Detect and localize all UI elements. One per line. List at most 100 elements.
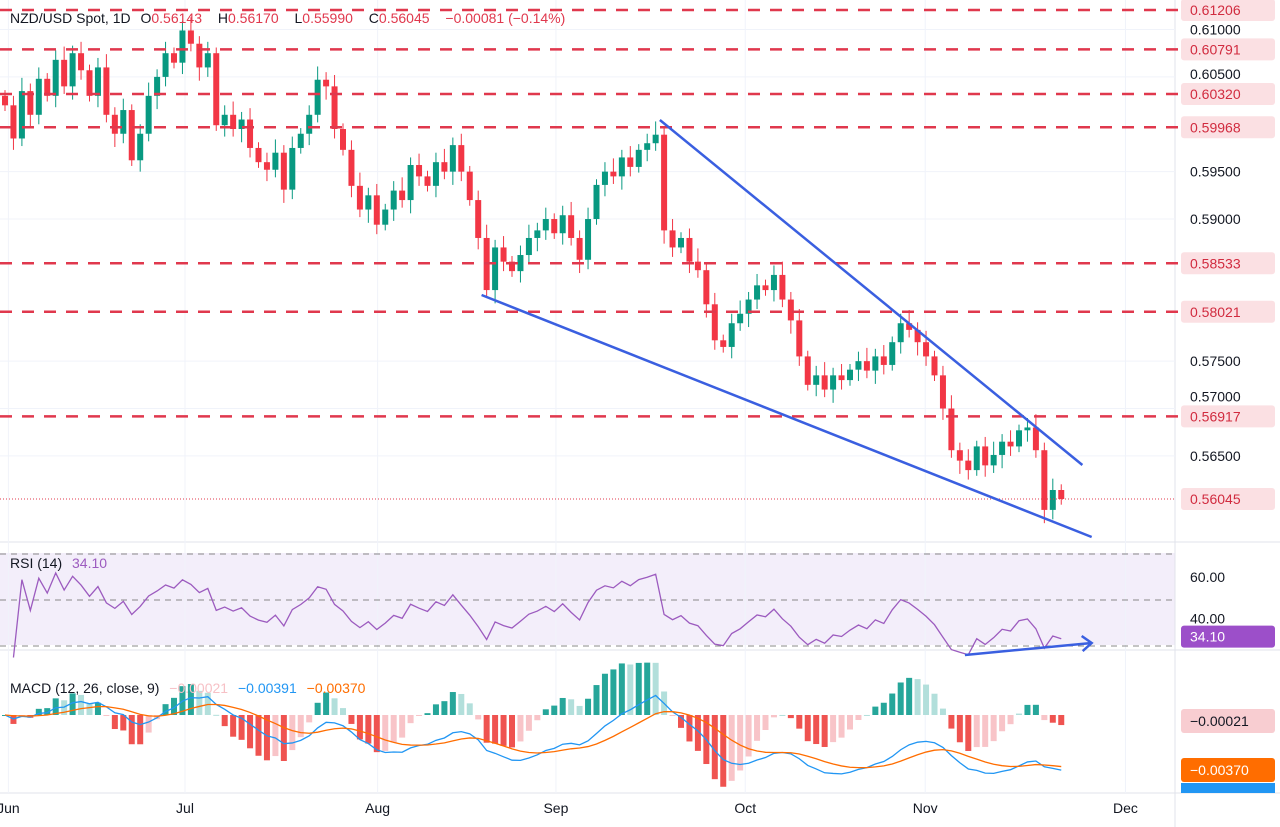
macd-histogram-bar bbox=[982, 715, 989, 747]
candle-body bbox=[618, 157, 625, 177]
macd-histogram-bar bbox=[263, 715, 270, 761]
candle-body bbox=[711, 304, 718, 341]
level-label: 0.61206 bbox=[1190, 2, 1241, 18]
candle-body bbox=[449, 145, 456, 172]
candle-body bbox=[601, 171, 608, 185]
candle-body bbox=[821, 375, 828, 390]
rsi-value-label: 34.10 bbox=[1190, 629, 1225, 645]
candle-body bbox=[432, 162, 439, 186]
macd-histogram-bar bbox=[187, 684, 194, 715]
level-label-bg bbox=[1181, 300, 1275, 323]
macd-histogram-bar bbox=[678, 715, 684, 728]
candle-body bbox=[128, 110, 135, 161]
macd-histogram-bar bbox=[171, 697, 177, 715]
level-label: 0.60791 bbox=[1190, 41, 1241, 57]
level-label: 0.60320 bbox=[1190, 86, 1241, 102]
candle-body bbox=[652, 134, 659, 144]
candle-body bbox=[171, 53, 177, 63]
candle-body bbox=[1058, 490, 1065, 500]
macd-hist-badge bbox=[1181, 709, 1275, 733]
trendline bbox=[659, 119, 1084, 466]
macd-histogram-bar bbox=[373, 715, 380, 753]
macd-histogram-bar bbox=[221, 715, 228, 727]
macd-histogram-bar bbox=[94, 702, 101, 715]
rsi-band bbox=[0, 553, 1175, 645]
candle-body bbox=[737, 313, 744, 324]
change-value: −0.00081 (−0.14%) bbox=[445, 10, 566, 26]
candle-body bbox=[331, 86, 338, 130]
macd-histogram-bar bbox=[686, 715, 693, 742]
candle-body bbox=[534, 230, 541, 238]
macd-histogram-bar bbox=[939, 708, 946, 715]
x-tick-label: Aug bbox=[365, 800, 390, 816]
low-label: L bbox=[294, 10, 303, 26]
candle-body bbox=[492, 247, 499, 291]
macd-histogram-bar bbox=[914, 679, 921, 715]
macd-histogram-bar bbox=[238, 715, 245, 740]
candle-body bbox=[525, 237, 532, 256]
candle-body bbox=[1049, 490, 1056, 510]
macd-line-value: −0.00391 bbox=[237, 680, 297, 696]
rsi-label: RSI (14) bbox=[10, 555, 63, 571]
macd-hist-value: −0.00021 bbox=[169, 680, 229, 696]
macd-histogram-bar bbox=[230, 715, 237, 737]
x-tick-label: Oct bbox=[734, 800, 756, 816]
candle-body bbox=[728, 323, 735, 347]
candle-body bbox=[69, 53, 76, 87]
candle-body bbox=[238, 119, 245, 130]
macd-histogram-bar bbox=[145, 715, 152, 733]
candle-body bbox=[585, 219, 592, 260]
macd-histogram-bar bbox=[644, 662, 651, 715]
macd-histogram-bar bbox=[365, 715, 372, 744]
y-tick-label: 0.60500 bbox=[1190, 66, 1241, 82]
candle-body bbox=[745, 299, 752, 314]
candle-body bbox=[94, 67, 101, 96]
high-label: H bbox=[217, 10, 228, 26]
macd-histogram-bar bbox=[314, 702, 321, 715]
candle-body bbox=[542, 219, 549, 231]
macd-histogram-bar bbox=[669, 715, 676, 716]
macd-histogram-bar bbox=[120, 715, 127, 731]
macd-signal-badge bbox=[1181, 758, 1275, 782]
candle-body bbox=[948, 408, 955, 451]
macd-histogram-bar bbox=[610, 669, 617, 715]
macd-histogram-bar bbox=[213, 714, 220, 716]
macd-histogram-bar bbox=[44, 708, 51, 715]
macd-histogram-bar bbox=[331, 698, 338, 715]
candle-body bbox=[61, 59, 68, 87]
macd-histogram-bar bbox=[1058, 715, 1065, 726]
macd-histogram-bar bbox=[990, 715, 997, 742]
macd-histogram-bar bbox=[86, 704, 93, 715]
candle-body bbox=[804, 356, 811, 385]
level-label-bg bbox=[1181, 116, 1275, 139]
candle-body bbox=[627, 157, 634, 167]
rsi-tick-label: 60.00 bbox=[1190, 569, 1225, 585]
candle-body bbox=[120, 110, 127, 134]
macd-histogram-bar bbox=[973, 715, 980, 748]
candle-body bbox=[720, 340, 727, 347]
open-label: O bbox=[140, 10, 152, 26]
macd-label: MACD (12, 26, close, 9) bbox=[10, 680, 160, 696]
candle-body bbox=[179, 30, 186, 63]
macd-histogram-bar bbox=[517, 715, 524, 742]
candle-body bbox=[162, 53, 169, 77]
candle-body bbox=[787, 299, 794, 321]
level-label-bg bbox=[1181, 252, 1275, 275]
candle-body bbox=[914, 329, 921, 343]
candle-body bbox=[187, 30, 194, 44]
macd-histogram-bar bbox=[52, 698, 59, 715]
y-tick-label: 0.57000 bbox=[1190, 388, 1241, 404]
macd-histogram-bar bbox=[103, 715, 110, 716]
candle-body bbox=[1032, 427, 1039, 451]
macd-histogram-bar bbox=[804, 715, 811, 742]
macd-histogram-bar bbox=[340, 708, 346, 715]
open-value: 0.56143 bbox=[151, 10, 202, 26]
last-price-label-bg bbox=[1181, 488, 1275, 511]
candle-body bbox=[247, 119, 254, 148]
close-label: C bbox=[368, 10, 379, 26]
macd-histogram-bar bbox=[323, 692, 330, 715]
macd-histogram-bar bbox=[762, 715, 769, 730]
candle-body bbox=[373, 195, 380, 225]
